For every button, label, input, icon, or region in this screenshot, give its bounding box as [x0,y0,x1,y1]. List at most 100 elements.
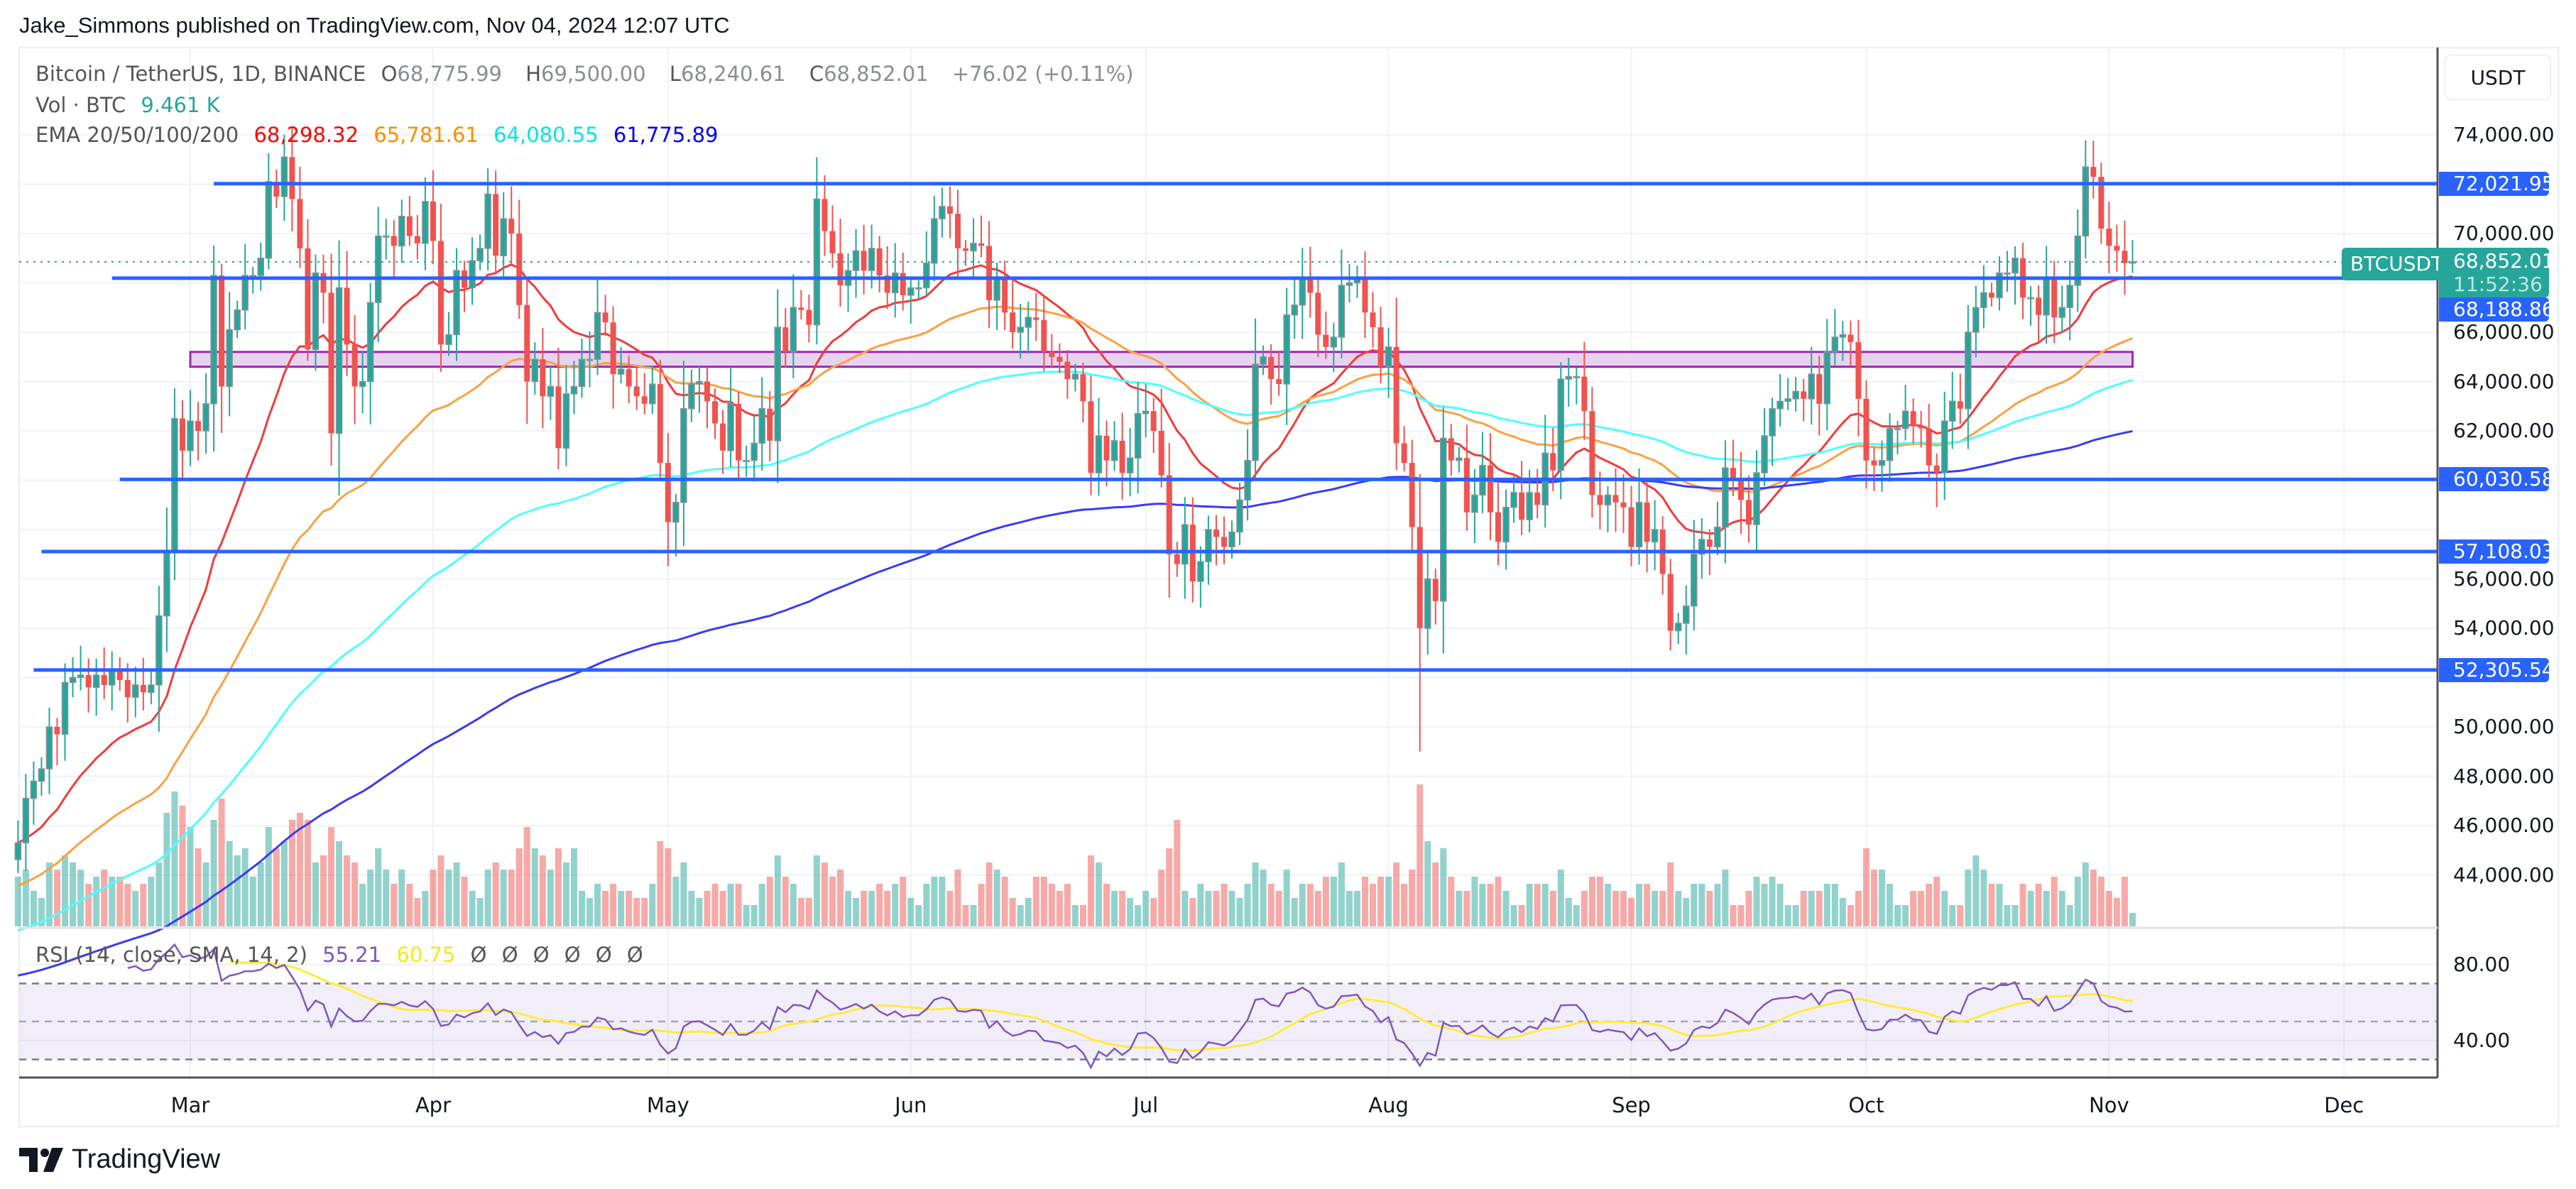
volume-bar [1996,884,2003,926]
candle-up [1682,605,1690,624]
volume-bar [1471,877,1478,926]
rsi-value: 55.21 [322,943,382,967]
volume-bar [1722,870,1729,926]
ohlc-change: +76.02 (+0.11%) [951,62,1134,86]
ema-legend[interactable]: EMA 20/50/100/200 68,298.32 65,781.61 64… [36,123,726,147]
volume-bar [1573,905,1580,926]
volume-bar [1314,891,1321,926]
rsi-na-5: Ø [595,943,612,967]
volume-bar [1745,891,1752,926]
volume-bar [665,848,672,926]
volume-bar [586,898,594,926]
candle-up [1714,526,1721,548]
price-tick-label: 70,000.00 [2453,221,2555,245]
tradingview-logo[interactable]: TradingView [19,1144,220,1175]
candle-down [1589,411,1595,495]
symbol-name[interactable]: Bitcoin / TetherUS, 1D, BINANCE [36,62,366,86]
volume-bar [1322,877,1329,926]
currency-button[interactable]: USDT [2445,55,2551,100]
candle-down [626,369,632,387]
volume-bar [719,891,726,926]
candle-down [1871,460,1877,466]
candle-up [743,459,750,462]
volume-bar [163,813,170,926]
volume-bar [414,898,421,926]
volume-bar [970,905,977,926]
candle-up [476,248,484,261]
time-label-nov: Nov [2089,1093,2129,1117]
candle-up [202,403,209,432]
volume-bar [1291,898,1298,926]
candle-up [1346,282,1353,286]
volume-bar [2129,913,2136,926]
volume-bar [257,862,264,926]
candle-down [1409,463,1415,527]
volume-bar [1056,891,1063,926]
time-label-jun: Jun [895,1093,927,1117]
volume-bar [1675,891,1682,926]
candle-up [1110,440,1118,461]
candle-down [493,194,499,256]
candle-up [672,502,680,523]
volume-bar [1691,884,1698,926]
candle-up [210,275,217,405]
volume-bar [2097,877,2105,926]
volume-bar [1330,877,1337,926]
level-badge: 68,188.86 [2439,297,2555,322]
candle-up [751,442,758,461]
candle-down [1448,438,1454,461]
volume-bar [1197,884,1204,926]
volume-bar [696,898,703,926]
volume-bar [1213,891,1220,926]
volume-bar [915,905,922,926]
candle-up [1025,317,1032,328]
volume-bar [1949,905,1956,926]
price-tick-label: 74,000.00 [2453,123,2555,146]
candle-up [1181,524,1189,565]
volume-bar [1346,891,1353,926]
volume-bar [1933,877,1941,926]
volume-bar [30,891,37,926]
candle-down [1417,527,1423,628]
time-label-mar: Mar [170,1093,210,1117]
candle-up [696,380,703,385]
candle-down [1393,346,1399,444]
candle-down [289,157,295,199]
volume-bar [1150,898,1157,926]
volume-bar [296,813,303,926]
volume-bar [805,898,812,926]
volume-bar [954,870,961,926]
volume-bar [500,870,507,926]
level-badge: 52,305.54 [2439,657,2555,682]
rsi-legend[interactable]: RSI (14, close, SMA, 14, 2) 55.21 60.75 … [36,943,652,967]
volume-bar [218,799,225,926]
candle-up [374,235,382,304]
volume-label: Vol · BTC [36,93,126,117]
volume-bar [273,848,280,926]
time-label-jul: Jul [1133,1093,1159,1117]
volume-bar [923,884,930,926]
volume-bar [1362,877,1368,926]
volume-bar [1659,891,1666,926]
candle-down [1150,411,1157,431]
volume-bar [1221,884,1228,926]
candle-down [1519,492,1525,520]
volume-bar [547,870,554,926]
candle-up [852,250,860,271]
volume-legend[interactable]: Vol · BTC 9.461 K [36,93,229,117]
candle-up [1722,467,1729,528]
candle-up [1808,373,1815,400]
volume-bar [2113,898,2120,926]
candle-up [1299,277,1306,306]
volume-bar [1557,870,1564,926]
volume-bar [1753,877,1760,926]
volume-value: 9.461 K [141,93,220,117]
level-lines[interactable] [19,182,2438,672]
volume-bar [993,870,1000,926]
volume-bar [116,877,124,926]
candle-down [1628,507,1634,547]
candle-up [1456,457,1463,461]
volume-bar [124,884,131,926]
candle-down [2036,297,2042,315]
